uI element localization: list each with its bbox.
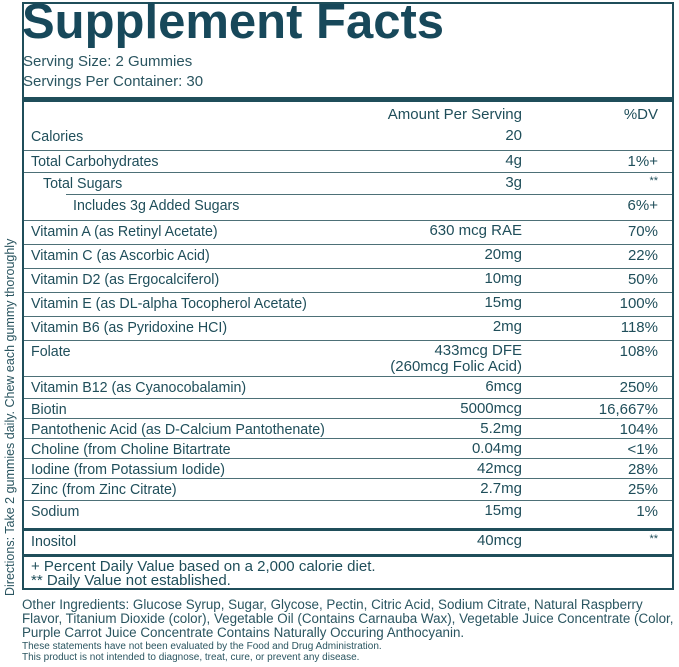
disclaimer-2: This product is not intended to diagnose… [22,652,360,663]
nutrient-amount: 20mg [484,246,522,263]
servings-per-container: Servings Per Container: 30 [23,73,204,90]
nutrient-label: Iodine (from Potassium Iodide) [31,461,226,478]
amount-header: Amount Per Serving [387,106,522,123]
dv-header: %DV [623,106,658,123]
nutrient-label: Inositol [31,533,77,550]
nutrient-amount: 4g [505,152,522,169]
nutrient-label: Includes 3g Added Sugars [73,197,240,214]
nutrient-row: Sodium 15mg 1% [24,500,672,529]
nutrient-label: Vitamin B12 (as Cyanocobalamin) [31,379,247,396]
nutrient-amount: 433mcg DFE [434,342,522,359]
nutrient-label: Zinc (from Zinc Citrate) [31,481,177,498]
nutrient-amount: 630 mcg RAE [429,222,522,239]
supplement-facts-panel: Amount Per Serving %DV Calories 20 Total C… [22,2,674,590]
nutrient-row: Includes 3g Added Sugars 6%+ [66,194,672,221]
nutrient-row: Vitamin D2 (as Ergocalciferol) 10mg 50% [24,268,672,293]
nutrient-label: Vitamin C (as Ascorbic Acid) [31,247,210,264]
serving-size: Serving Size: 2 Gummies [23,53,193,70]
nutrient-dv: 1%+ [627,153,658,170]
nutrient-label: Total Sugars [43,175,123,192]
nutrient-amount: 40mcg [476,532,522,549]
nutrient-amount: 5000mcg [460,400,522,417]
nutrient-label: Calories [31,128,84,145]
nutrient-row: Zinc (from Zinc Citrate) 2.7mg 25% [24,478,672,501]
nutrient-row: Vitamin B6 (as Pyridoxine HCI) 2mg 118% [24,316,672,341]
nutrient-dv: 118% [620,319,658,336]
nutrient-amount: 20 [505,127,522,144]
nutrient-row: Inositol 40mcg ** [24,531,672,554]
nutrient-label: Choline (from Choline Bitartrate [31,441,231,458]
nutrient-dv: 108% [619,343,658,360]
footnote-1: + Percent Daily Value based on a 2,000 c… [31,558,376,575]
nutrient-label: Vitamin E (as DL-alpha Tocopherol Acetat… [31,295,307,312]
nutrient-label: Biotin [31,401,67,418]
nutrient-dv: 50% [627,271,658,288]
nutrient-label: Folate [31,343,71,360]
nutrient-row: Vitamin A (as Retinyl Acetate) 630 mcg RA… [24,220,672,245]
nutrient-amount: 5.2mg [480,420,522,437]
nutrient-amount-detail: (260mcg Folic Acid) [390,358,522,375]
nutrient-row: Calories 20 [24,126,672,150]
nutrient-row: Total Carbohydrates 4g 1%+ [24,150,672,173]
nutrient-row: Vitamin E (as DL-alpha Tocopherol Acetat… [24,292,672,317]
nutrient-row: Iodine (from Potassium Iodide) 42mcg 28% [24,458,672,479]
nutrient-dv: ** [649,533,658,545]
nutrient-amount: 0.04mg [471,440,522,457]
nutrient-dv: <1% [627,441,658,458]
nutrient-label: Sodium [31,503,80,520]
nutrient-label: Vitamin A (as Retinyl Acetate) [31,223,218,240]
nutrient-dv: 70% [627,223,658,240]
nutrient-dv: 25% [627,481,658,498]
divider [24,554,672,557]
nutrient-amount: 2mg [492,318,522,335]
directions-text: Directions: Take 2 gummies daily. Chew e… [3,238,17,596]
page-title: Supplement Facts [22,0,445,49]
nutrient-amount: 2.7mg [480,480,522,497]
nutrient-dv: 100% [619,295,658,312]
nutrient-amount: 10mg [484,270,522,287]
nutrient-amount: 42mcg [476,460,522,477]
nutrient-label: Vitamin D2 (as Ergocalciferol) [31,271,220,288]
divider-thick [24,97,672,102]
nutrient-dv: ** [649,175,658,187]
nutrient-amount: 15mg [484,294,522,311]
disclaimer-1: These statements have not been evaluated… [22,641,382,652]
nutrient-amount: 6mcg [485,378,522,395]
nutrient-amount: 3g [505,174,522,191]
nutrient-label: Vitamin B6 (as Pyridoxine HCI) [31,319,228,336]
nutrient-amount: 15mg [484,502,522,519]
nutrient-dv: 1% [636,503,658,520]
nutrient-row: Total Sugars 3g ** [24,172,672,195]
nutrient-label: Total Carbohydrates [31,153,159,170]
footnote-2: ** Daily Value not established. [31,572,231,589]
divider [24,528,672,531]
nutrient-row: Pantothenic Acid (as D-Calcium Pantothen… [24,418,672,439]
other-ingredients: Other Ingredients: Glucose Syrup, Sugar,… [22,597,674,640]
nutrient-row: Folate 433mcg DFE (260mcg Folic Acid) 108% [24,340,672,377]
column-header: Amount Per Serving %DV [24,104,672,128]
nutrient-dv: 6%+ [627,197,658,214]
nutrient-row: Biotin 5000mcg 16,667% [24,398,672,419]
nutrient-dv: 28% [627,461,658,478]
nutrient-row: Choline (from Choline Bitartrate 0.04mg <1… [24,438,672,459]
nutrient-dv: 16,667% [598,401,658,418]
nutrient-label: Pantothenic Acid (as D-Calcium Pantothen… [31,421,325,438]
nutrient-dv: 22% [627,247,658,264]
nutrient-row: Vitamin B12 (as Cyanocobalamin) 6mcg 250% [24,376,672,399]
nutrient-dv: 250% [619,379,658,396]
nutrient-row: Vitamin C (as Ascorbic Acid) 20mg 22% [24,244,672,269]
nutrient-dv: 104% [619,421,658,438]
